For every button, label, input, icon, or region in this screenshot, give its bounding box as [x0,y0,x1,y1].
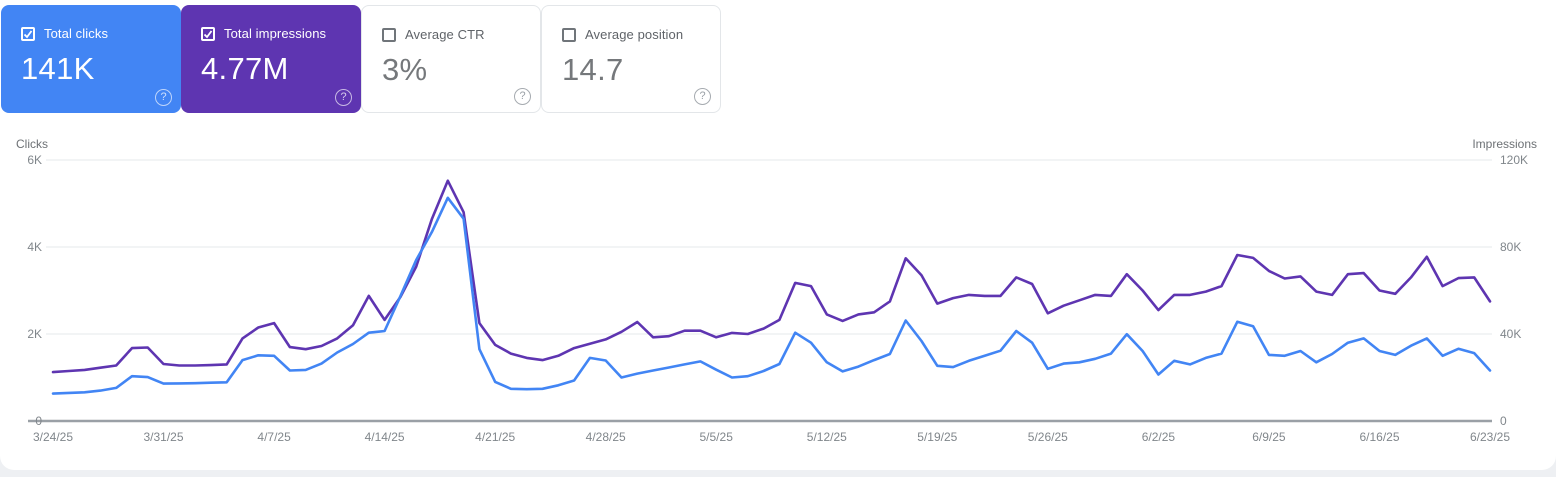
right-axis-tick-label: 80K [1500,240,1522,254]
average-ctr-label: Average CTR [405,27,485,42]
average-position-card-header: Average position [562,27,706,42]
right-axis-tick-label: 120K [1500,153,1529,167]
total-impressions-value: 4.77M [201,51,289,86]
left-axis-tick-label: 4K [27,240,42,254]
average-ctr-value: 3% [382,52,428,87]
total-clicks-checkbox[interactable] [21,26,35,41]
x-axis-date-label: 6/23/25 [1469,430,1511,444]
left-axis-tick-label: 0 [35,414,42,428]
checkmark-icon [203,29,213,38]
clicks-line [51,196,1492,395]
average-ctr-card-header: Average CTR [382,27,526,42]
right-axis-tick-label: 40K [1500,327,1522,341]
total-clicks-value: 141K [21,51,95,86]
right-axis-tick-label: 0 [1500,414,1507,428]
total-impressions-card[interactable]: Total impressions 4.77M ? [181,5,361,113]
average-ctr-card[interactable]: Average CTR 3% ? [361,5,541,113]
x-axis-date-label: 3/24/25 [32,430,74,444]
left-axis-title: Clicks [16,137,48,151]
x-axis-date-label: 4/28/25 [585,430,626,444]
metric-cards-row: Total clicks 141K ? Total impressions 4.… [1,5,721,113]
impressions-line [51,179,1492,374]
total-clicks-card[interactable]: Total clicks 141K ? [1,5,181,113]
total-clicks-help-icon[interactable]: ? [155,89,172,106]
x-axis-date-label: 3/31/25 [143,430,184,444]
average-position-card[interactable]: Average position 14.7 ? [541,5,721,113]
x-axis-date-label: 5/12/25 [806,430,847,444]
total-impressions-label: Total impressions [224,26,327,41]
average-ctr-checkbox[interactable] [382,27,396,42]
x-axis-date-label: 4/14/25 [364,430,405,444]
average-ctr-help-icon[interactable]: ? [514,88,531,105]
grid-lines [28,159,1492,423]
checkmark-icon [23,29,33,38]
average-position-label: Average position [585,27,684,42]
total-clicks-card-header: Total clicks [21,26,167,41]
total-clicks-label: Total clicks [44,26,109,41]
average-position-checkbox[interactable] [562,27,576,42]
total-impressions-help-icon[interactable]: ? [335,89,352,106]
x-axis-date-label: 5/19/25 [917,430,958,444]
x-axis-date-label: 6/9/25 [1252,430,1286,444]
left-axis-tick-label: 6K [27,153,42,167]
x-axis-date-label: 4/7/25 [257,430,291,444]
left-axis-tick-label: 2K [27,327,42,341]
average-position-value: 14.7 [562,52,624,87]
x-axis-date-label: 5/5/25 [699,430,733,444]
x-axis-date-label: 5/26/25 [1027,430,1068,444]
x-axis-date-label: 6/2/25 [1141,430,1176,444]
total-impressions-checkbox[interactable] [201,26,215,41]
x-axis-date-label: 6/16/25 [1359,430,1400,444]
total-impressions-card-header: Total impressions [201,26,347,41]
x-axis-date-label: 4/21/25 [475,430,516,444]
average-position-help-icon[interactable]: ? [694,88,711,105]
right-axis-title: Impressions [1472,137,1537,151]
